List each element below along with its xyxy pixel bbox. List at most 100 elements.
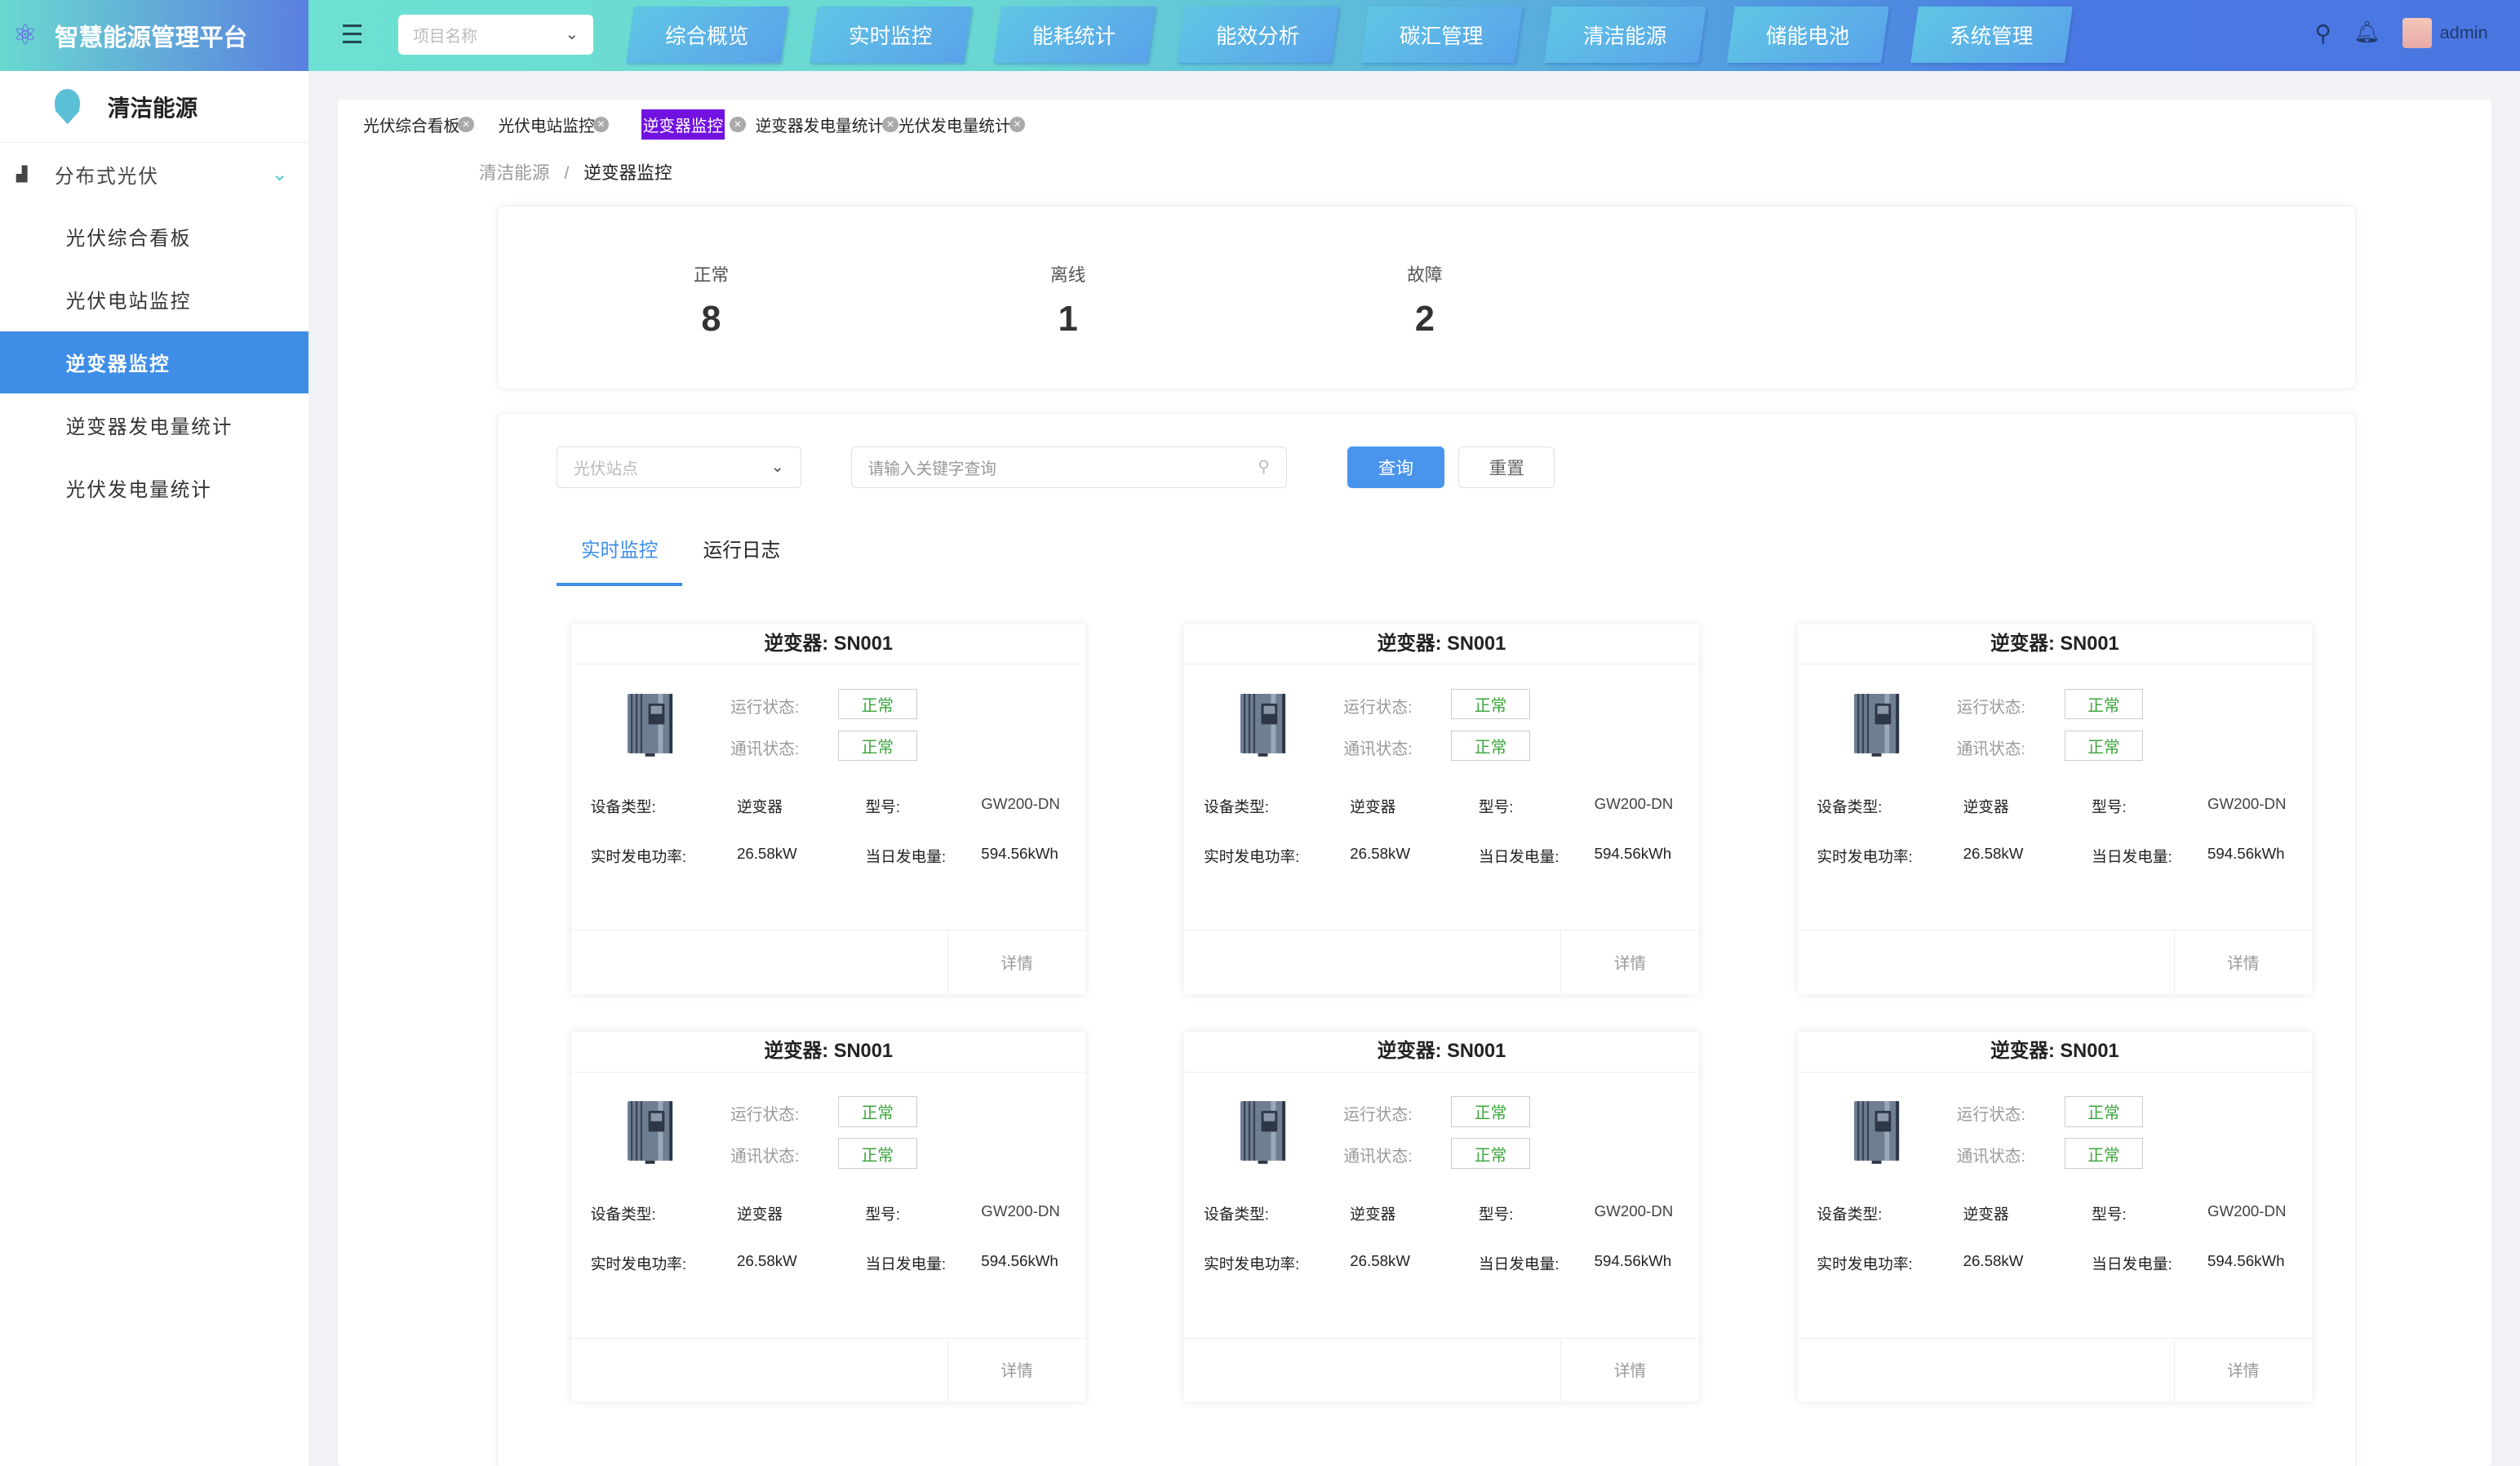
stat-label: 故障 xyxy=(1407,264,1443,286)
card-footer xyxy=(571,1337,1086,1402)
nav-item[interactable]: 碳汇管理 xyxy=(1360,6,1523,63)
model-value: GW200-DN xyxy=(2207,1202,2287,1220)
nav-item[interactable]: 系统管理 xyxy=(1910,6,2074,63)
run-status-label: 运行状态: xyxy=(730,1106,800,1125)
breadcrumb-parent[interactable]: 清洁能源 xyxy=(478,162,550,183)
atom-icon: ⚛ xyxy=(12,20,38,51)
power-label: 实时发电功率: xyxy=(1817,847,1913,865)
search-placeholder: 请输入关键字查询 xyxy=(867,460,996,478)
close-icon[interactable]: × xyxy=(1009,116,1026,133)
power-label: 实时发电功率: xyxy=(1817,1255,1913,1273)
energy-value: 594.56kWh xyxy=(2207,844,2285,862)
nav-item[interactable]: 储能电池 xyxy=(1727,6,1890,63)
query-button[interactable]: 查询 xyxy=(1347,446,1444,488)
model-label: 型号: xyxy=(2092,797,2127,815)
page-tab-label: 逆变器发电量统计 xyxy=(755,118,885,136)
device-type-label: 设备类型: xyxy=(590,1206,656,1224)
energy-label: 当日发电量: xyxy=(865,1255,947,1273)
stat-label: 离线 xyxy=(1050,264,1086,286)
power-value: 26.58kW xyxy=(1350,1252,1411,1270)
bell-icon[interactable]: 🔔︎ xyxy=(2354,21,2380,45)
power-value: 26.58kW xyxy=(1350,844,1411,862)
chevron-down-icon: ⌄ xyxy=(271,164,290,186)
chevron-down-icon: ⌄ xyxy=(565,25,579,44)
close-icon[interactable]: × xyxy=(882,116,898,133)
inverter-card: 逆变器: SN001 运行状态: 正常 通讯状态: 正常 设备类型: 逆变器 型号: GW200… xyxy=(1797,1032,2312,1402)
inverter-card: 逆变器: SN001 运行状态: 正常 通讯状态: 正常 设备类型: 逆变器 型号: GW200… xyxy=(1184,1032,1699,1402)
user-menu[interactable]: admin xyxy=(2402,17,2488,49)
sidebar-group-label: 分布式光伏 xyxy=(54,166,159,188)
close-icon[interactable]: × xyxy=(730,116,746,133)
sidebar-item[interactable]: 逆变器发电量统计 xyxy=(65,416,233,438)
search-icon[interactable]: ⚲ xyxy=(2314,20,2331,46)
close-icon[interactable]: × xyxy=(592,116,610,133)
page-tab[interactable]: 光伏发电量统计 × xyxy=(898,111,1026,138)
page-tab-label: 逆变器监控 xyxy=(641,109,725,140)
close-icon[interactable]: × xyxy=(458,116,474,133)
chevron-down-icon: ⌄ xyxy=(770,458,785,477)
device-type-label: 设备类型: xyxy=(1204,797,1270,815)
energy-label: 当日发电量: xyxy=(2092,1255,2172,1273)
sidebar-item[interactable]: 逆变器监控 xyxy=(0,331,309,394)
energy-label: 当日发电量: xyxy=(865,847,947,865)
detail-button[interactable]: 详情 xyxy=(2173,930,2312,995)
detail-button[interactable]: 详情 xyxy=(2173,1337,2312,1402)
page-tab[interactable]: 逆变器监控 × xyxy=(641,109,746,140)
device-type-value: 逆变器 xyxy=(736,797,783,815)
username: admin xyxy=(2439,22,2488,43)
energy-label: 当日发电量: xyxy=(2092,847,2172,865)
device-type-value: 逆变器 xyxy=(736,1206,783,1224)
inverter-card: 逆变器: SN001 运行状态: 正常 通讯状态: 正常 设备类型: 逆变器 型号: GW200… xyxy=(571,624,1086,995)
device-type-label: 设备类型: xyxy=(1817,797,1883,815)
station-select-placeholder: 光伏站点 xyxy=(574,460,638,478)
nav-item[interactable]: 综合概览 xyxy=(626,6,788,63)
stat-value: 1 xyxy=(1058,299,1078,339)
comm-status-badge: 正常 xyxy=(838,731,917,762)
sidebar-group-distributed-pv[interactable]: ▟ 分布式光伏 ⌄ xyxy=(0,143,308,206)
nav-item[interactable]: 能耗统计 xyxy=(992,6,1156,63)
page-tab[interactable]: 逆变器发电量统计 × xyxy=(756,111,898,138)
nav-item[interactable]: 能效分析 xyxy=(1176,6,1339,63)
model-value: GW200-DN xyxy=(2207,794,2287,812)
run-status-badge: 正常 xyxy=(838,1096,917,1127)
page-tab[interactable]: 光伏电站监控 × xyxy=(499,111,610,138)
comm-status-badge: 正常 xyxy=(838,1138,917,1169)
keyword-search-input[interactable]: 请输入关键字查询 ⚲ xyxy=(850,446,1287,488)
menu-toggle-icon[interactable]: ☰ xyxy=(340,19,364,49)
detail-button[interactable]: 详情 xyxy=(947,930,1085,995)
stat-label: 正常 xyxy=(693,264,730,286)
station-select[interactable]: 光伏站点 ⌄ xyxy=(557,446,801,488)
detail-button[interactable]: 详情 xyxy=(1560,930,1698,995)
inverter-card-title: 逆变器: SN001 xyxy=(1797,624,2312,665)
location-pin-icon xyxy=(54,88,81,125)
power-label: 实时发电功率: xyxy=(1204,1255,1300,1273)
project-select[interactable]: 项目名称 ⌄ xyxy=(398,14,593,55)
sidebar-item[interactable]: 光伏综合看板 xyxy=(65,229,192,251)
detail-button[interactable]: 详情 xyxy=(1560,1337,1698,1402)
detail-button[interactable]: 详情 xyxy=(947,1337,1085,1402)
reset-button[interactable]: 重置 xyxy=(1458,446,1555,488)
view-tab[interactable]: 实时监控 xyxy=(580,540,659,562)
energy-label: 当日发电量: xyxy=(1478,1255,1559,1273)
model-label: 型号: xyxy=(1478,797,1514,815)
energy-value: 594.56kWh xyxy=(1594,844,1672,862)
device-type-label: 设备类型: xyxy=(1817,1206,1883,1224)
page-tab[interactable]: 光伏综合看板 × xyxy=(363,111,474,138)
comm-status-badge: 正常 xyxy=(1451,1138,1530,1169)
power-label: 实时发电功率: xyxy=(590,1255,687,1273)
card-footer xyxy=(1184,1337,1699,1402)
inverter-device-image xyxy=(1852,1101,1901,1164)
inverter-device-image xyxy=(1239,1101,1287,1164)
sidebar-item[interactable]: 光伏电站监控 xyxy=(65,291,192,313)
inverter-card-title: 逆变器: SN001 xyxy=(1797,1032,2312,1073)
view-tab[interactable]: 运行日志 xyxy=(703,540,781,562)
nav-item[interactable]: 实时监控 xyxy=(810,6,972,63)
sidebar-item[interactable]: 光伏发电量统计 xyxy=(65,479,212,501)
model-value: GW200-DN xyxy=(1594,794,1674,812)
energy-label: 当日发电量: xyxy=(1478,847,1559,865)
app-logo: ⚛ 智慧能源管理平台 xyxy=(0,0,309,71)
power-value: 26.58kW xyxy=(736,1252,797,1270)
sidebar-section-label: 清洁能源 xyxy=(107,96,198,122)
nav-item[interactable]: 清洁能源 xyxy=(1543,6,1706,63)
